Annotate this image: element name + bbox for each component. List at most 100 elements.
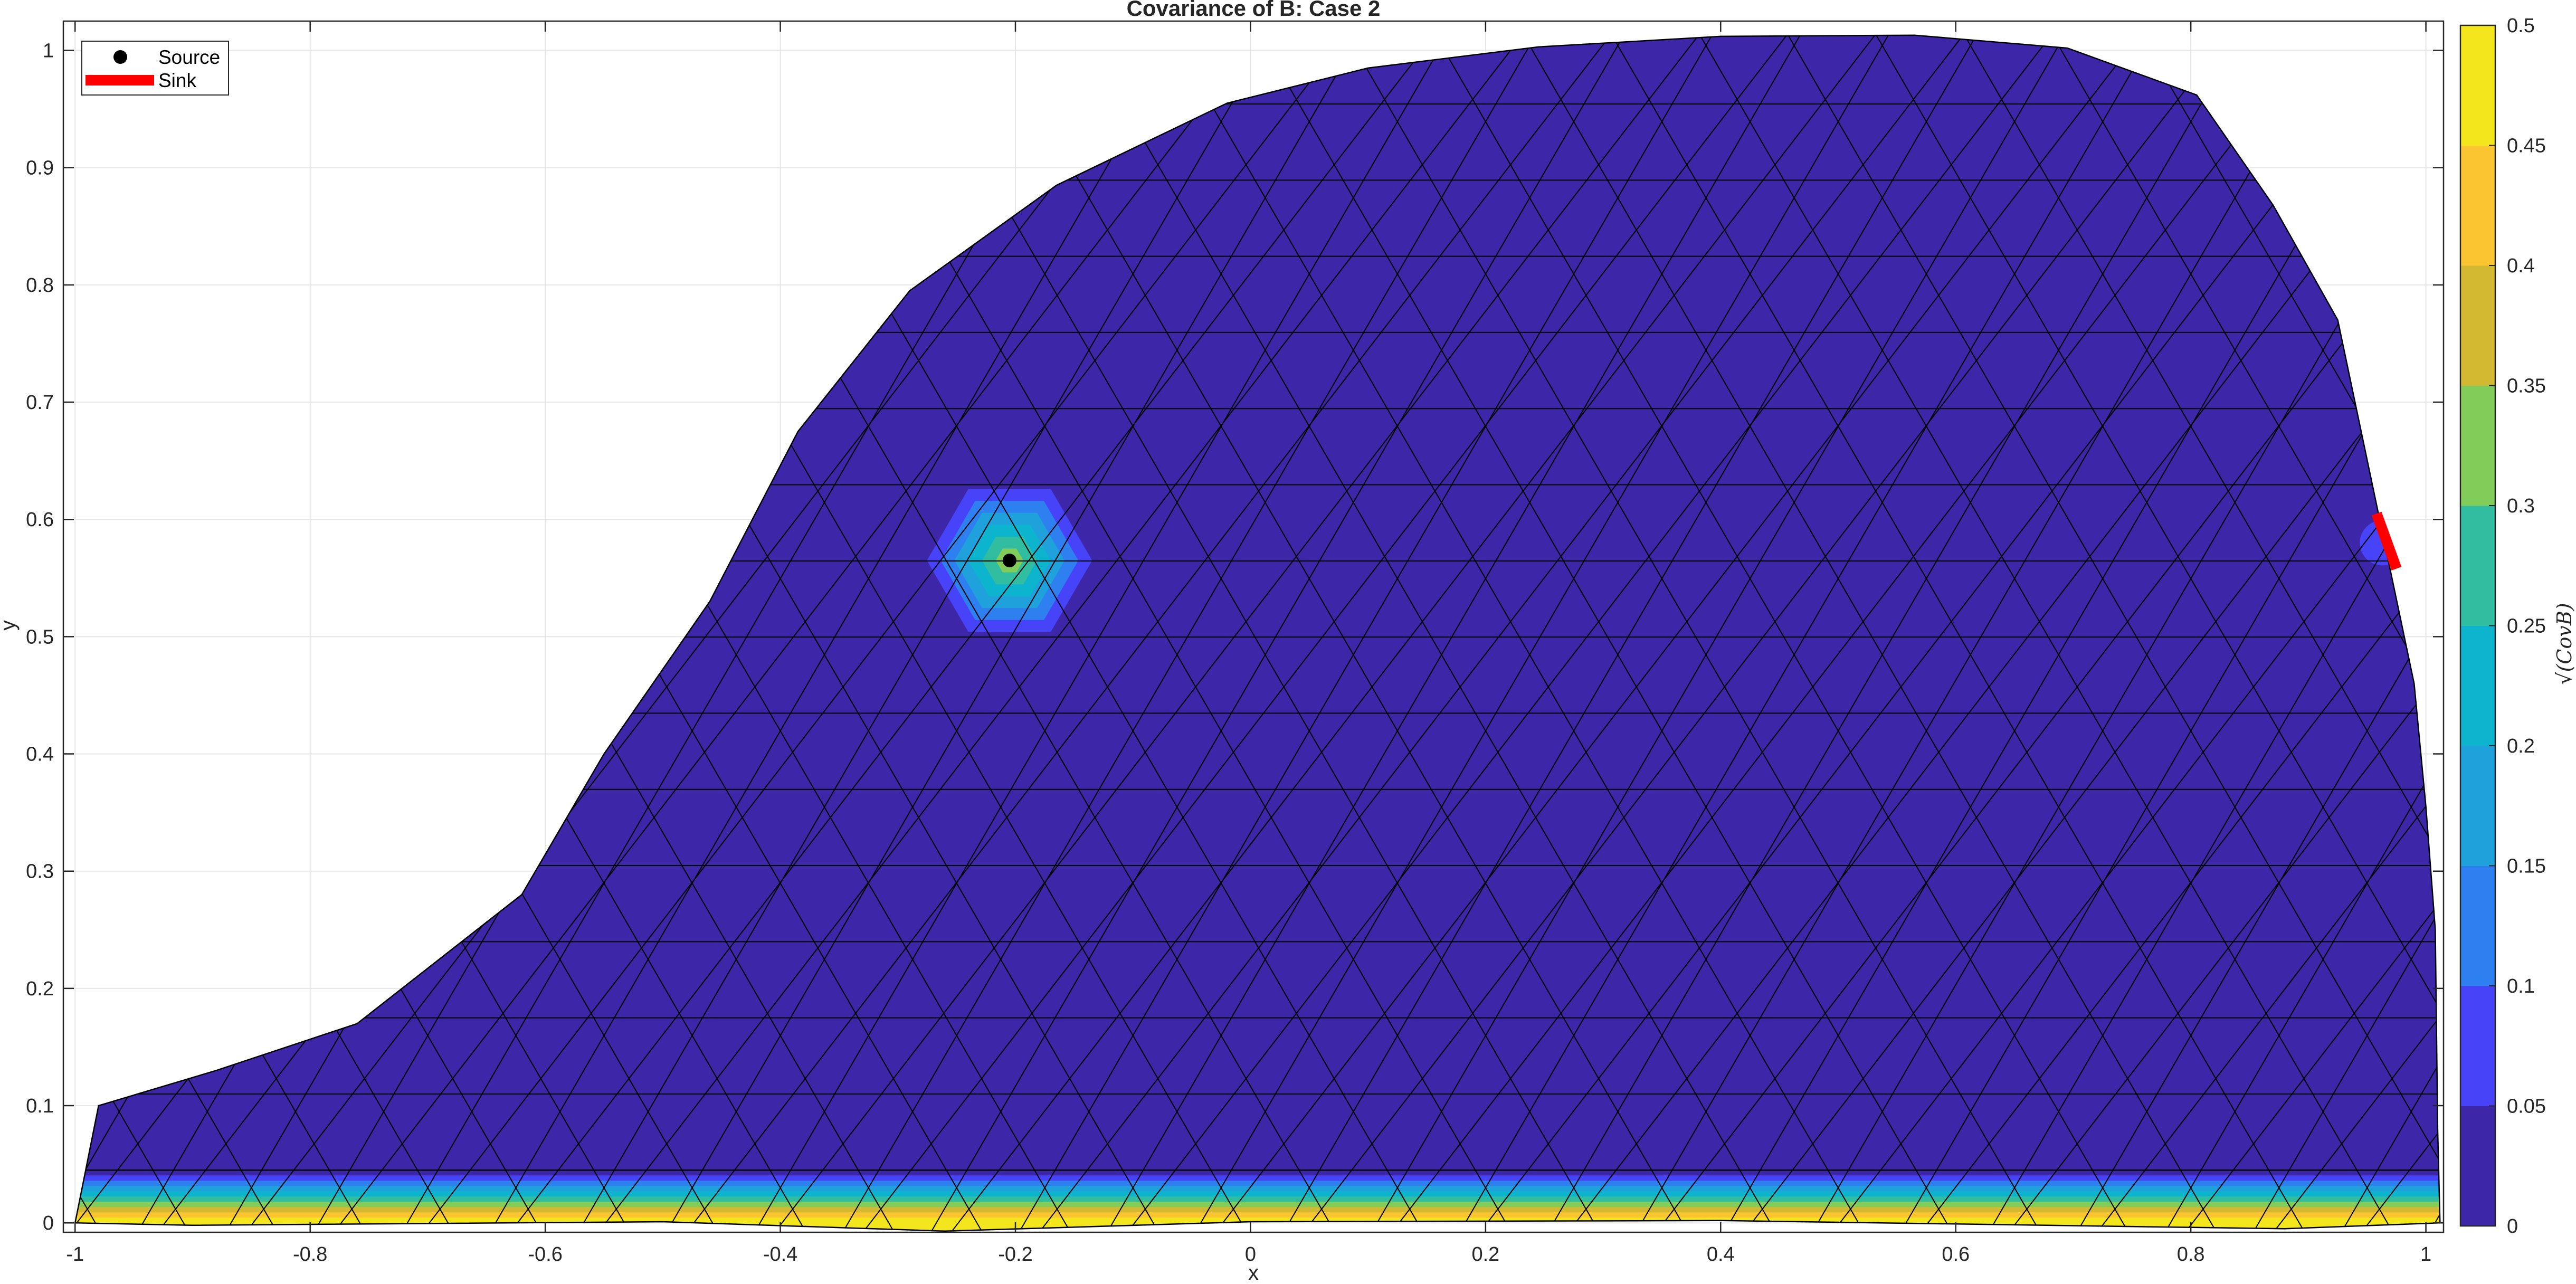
mesh-edge bbox=[643, 35, 1662, 1231]
colorbar-band bbox=[2460, 746, 2495, 866]
colorbar-bands bbox=[2460, 25, 2495, 1226]
colorbar-band bbox=[2460, 506, 2495, 626]
colorbar-band bbox=[2460, 865, 2495, 986]
mesh-edge bbox=[1660, 35, 2440, 1231]
x-tick-label: -0.2 bbox=[998, 1243, 1032, 1266]
colorbar-tick-label: 0.15 bbox=[2507, 855, 2546, 878]
mesh-edge bbox=[1084, 35, 2103, 1231]
legend-sink-label: Sink bbox=[158, 70, 196, 91]
field-band-level bbox=[75, 1196, 2440, 1203]
mesh-edge bbox=[1789, 35, 2440, 1231]
mesh-edge bbox=[956, 35, 1975, 1231]
field-band-level bbox=[75, 1191, 2440, 1197]
y-axis-ticks: 0 0.1 0.2 0.3 0.4 0.5 0.6 0.7 0.8 0.9 1 bbox=[26, 40, 2444, 1234]
mesh-edge bbox=[2014, 35, 2440, 1231]
mesh-edge bbox=[996, 35, 2015, 1231]
mesh-edge bbox=[779, 35, 2440, 1231]
mesh-edge bbox=[1837, 35, 2440, 1231]
mesh-edge bbox=[691, 35, 1711, 1231]
x-tick-label: -0.8 bbox=[293, 1243, 327, 1266]
x-tick-label: 0 bbox=[1245, 1243, 1256, 1266]
mesh-edge bbox=[1573, 35, 2440, 1231]
mesh-edge bbox=[1396, 35, 2416, 1231]
mesh-edge bbox=[1838, 35, 2440, 1231]
mesh-edge bbox=[1220, 35, 2240, 1231]
mesh-edge bbox=[955, 35, 2440, 1231]
mesh-edge bbox=[731, 35, 1751, 1231]
mesh-edge bbox=[1437, 35, 2440, 1231]
mesh-edge bbox=[603, 35, 2369, 1231]
mesh-edge bbox=[1260, 35, 2280, 1231]
x-tick-label: -1 bbox=[66, 1243, 84, 1266]
chart-title: Covariance of B: Case 2 bbox=[1127, 0, 1381, 21]
mesh-edge bbox=[603, 35, 1623, 1231]
colorbar-tick-label: 0.45 bbox=[2507, 135, 2546, 157]
mesh-edge bbox=[2013, 35, 2440, 1231]
colorbar-label: √(CovB) bbox=[2553, 603, 2576, 684]
mesh-edge bbox=[1572, 35, 2440, 1231]
mesh-edge bbox=[780, 35, 1799, 1231]
mesh-edge bbox=[2102, 35, 2440, 1231]
field-band-level bbox=[75, 1202, 2440, 1208]
colorbar-tick-label: 0.2 bbox=[2507, 735, 2535, 757]
x-axis-ticks: -1 -0.8 -0.6 -0.4 -0.2 0 0.2 0.4 0.6 0.8 1 bbox=[66, 21, 2431, 1266]
mesh-edge bbox=[691, 35, 2440, 1231]
colorbar-band bbox=[2460, 25, 2495, 146]
mesh-edge bbox=[555, 35, 1574, 1231]
colorbar-tick-label: 0.5 bbox=[2507, 15, 2535, 37]
axes-box bbox=[62, 20, 2445, 1233]
colorbar-tick-label: 0.25 bbox=[2507, 615, 2546, 638]
mesh-edge bbox=[1701, 35, 2440, 1231]
colorbar-tick-label: 0.4 bbox=[2507, 255, 2535, 277]
legend-source-swatch bbox=[113, 50, 127, 64]
colorbar-band bbox=[2460, 625, 2495, 746]
mesh-edge bbox=[515, 35, 2280, 1231]
mesh-edge bbox=[868, 35, 1887, 1231]
x-tick-label: 0.8 bbox=[2177, 1243, 2205, 1266]
field-band-level bbox=[75, 1212, 2440, 1219]
mesh-edge bbox=[427, 35, 1447, 1231]
colorbar-band bbox=[2460, 1106, 2495, 1226]
mesh-edge bbox=[1613, 35, 2440, 1231]
source-marker bbox=[1002, 553, 1016, 567]
mesh-edge bbox=[250, 35, 2016, 1231]
y-tick-label: 0.3 bbox=[26, 861, 54, 883]
y-tick-label: 0.6 bbox=[26, 509, 54, 531]
mesh-edge bbox=[820, 35, 1839, 1231]
mesh-edge bbox=[1750, 35, 2440, 1231]
field-band-level bbox=[75, 1170, 2440, 1176]
y-tick-label: 0.1 bbox=[26, 1095, 54, 1117]
colorbar: 0 0.05 0.1 0.15 0.2 0.25 0.3 0.35 0.4 0.45 0.5 √(C… bbox=[2459, 15, 2576, 1238]
colorbar-ticks: 0 0.05 0.1 0.15 0.2 0.25 0.3 0.35 0.4 0.45 0.5 bbox=[2489, 15, 2546, 1238]
mesh-edge bbox=[1485, 35, 2440, 1231]
mesh-edge bbox=[1132, 35, 2440, 1231]
legend-box bbox=[81, 41, 229, 96]
mesh-edge bbox=[867, 35, 2440, 1231]
mesh-edge bbox=[1661, 35, 2440, 1231]
y-tick-label: 0.9 bbox=[26, 157, 54, 179]
mesh-edge bbox=[1348, 35, 2368, 1231]
mesh-edge bbox=[338, 35, 2104, 1231]
sink-marker bbox=[2371, 511, 2402, 570]
mesh-edge bbox=[426, 35, 2192, 1231]
field-band-level bbox=[75, 1175, 2440, 1182]
colorbar-band bbox=[2460, 385, 2495, 506]
colorbar-tick-label: 0.1 bbox=[2507, 975, 2535, 997]
legend: Source Sink bbox=[81, 41, 229, 96]
mesh-edge bbox=[2190, 35, 2440, 1231]
mesh-edge bbox=[1925, 35, 2440, 1231]
mesh-edge bbox=[1525, 35, 2440, 1231]
colorbar-tick-label: 0 bbox=[2507, 1215, 2518, 1238]
y-tick-label: 0 bbox=[43, 1212, 54, 1234]
y-tick-label: 0.4 bbox=[26, 744, 54, 766]
mesh-edge bbox=[1132, 35, 2152, 1231]
y-tick-label: 0.2 bbox=[26, 978, 54, 1000]
mesh-edge bbox=[1172, 35, 2192, 1231]
field-band-level bbox=[75, 1218, 2440, 1224]
y-tick-label: 0.8 bbox=[26, 274, 54, 297]
x-tick-label: 1 bbox=[2420, 1243, 2431, 1266]
y-tick-label: 0.7 bbox=[26, 392, 54, 414]
colorbar-band bbox=[2460, 986, 2495, 1106]
x-axis-label: x bbox=[1248, 1261, 1259, 1284]
mesh-edge bbox=[2102, 35, 2440, 1231]
